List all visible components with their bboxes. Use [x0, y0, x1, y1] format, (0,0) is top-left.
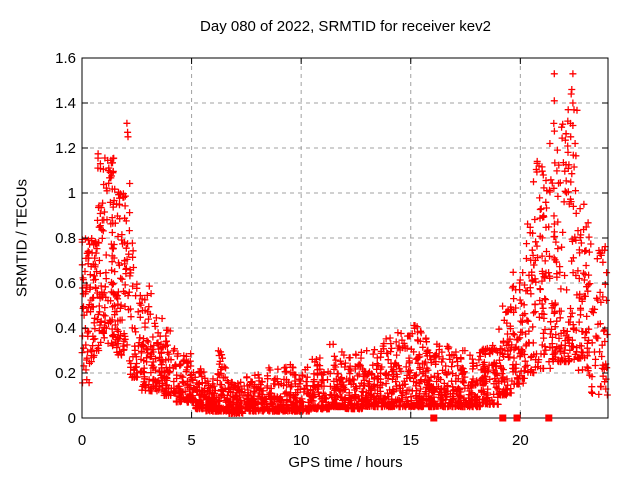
x-tick-label: 5: [187, 432, 196, 449]
scatter-points: [78, 70, 611, 417]
y-tick-label: 0: [67, 410, 76, 427]
x-tick-label: 15: [402, 432, 420, 449]
grid-lines: [82, 58, 608, 418]
x-tick-label: 0: [77, 432, 87, 449]
y-tick-label: 0.2: [55, 365, 76, 382]
x-tick-label: 20: [511, 432, 529, 449]
tick-marks: [81, 57, 608, 419]
y-tick-label: 1.6: [55, 50, 76, 67]
axis-gap-markers: [430, 414, 553, 422]
chart-title: Day 080 of 2022, SRMTID for receiver kev…: [200, 18, 491, 35]
x-tick-label: 10: [292, 432, 310, 449]
x-axis-label: GPS time / hours: [288, 454, 403, 471]
y-tick-label: 0.6: [55, 275, 76, 292]
y-tick-label: 1.4: [55, 95, 76, 112]
y-tick-label: 0.4: [55, 320, 76, 337]
y-tick-label: 1: [67, 185, 76, 202]
y-tick-label: 1.2: [55, 140, 76, 157]
y-tick-label: 0.8: [55, 230, 76, 247]
